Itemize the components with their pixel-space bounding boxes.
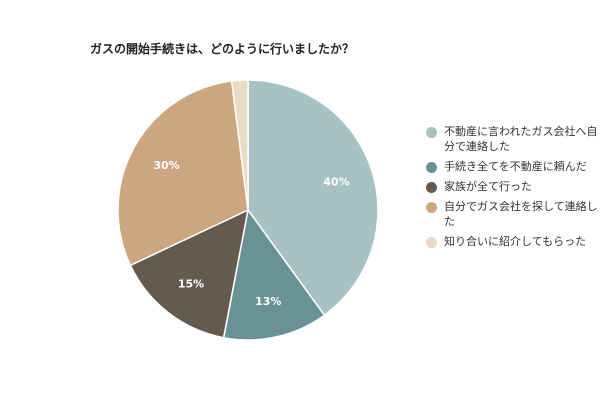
slice-data-label: 30%	[153, 159, 179, 172]
legend-label: 知り合いに紹介してもらった	[444, 235, 587, 248]
legend-item[interactable]: 不動産に言われたガス会社へ自分で連絡した	[426, 124, 600, 154]
legend-label: 家族が全て行った	[444, 180, 532, 193]
pie-slice[interactable]	[247, 79, 379, 317]
legend-swatch	[426, 237, 437, 248]
legend-label: 自分でガス会社を探して連絡した	[444, 200, 598, 228]
legend-swatch	[426, 202, 437, 213]
legend-item[interactable]: 自分でガス会社を探して連絡した	[426, 199, 600, 229]
legend-swatch	[426, 127, 437, 138]
pie-slice[interactable]	[117, 80, 249, 267]
pie-slice[interactable]	[230, 79, 249, 211]
legend: 不動産に言われたガス会社へ自分で連絡した 手続き全てを不動産に頼んだ 家族が全て…	[426, 124, 600, 254]
legend-swatch	[426, 182, 437, 193]
legend-item[interactable]: 家族が全て行った	[426, 179, 600, 194]
legend-label: 手続き全てを不動産に頼んだ	[444, 160, 587, 173]
chart-title: ガスの開始手続きは、どのように行いましたか？	[90, 42, 355, 56]
legend-label: 不動産に言われたガス会社へ自分で連絡した	[444, 125, 598, 153]
legend-item[interactable]: 知り合いに紹介してもらった	[426, 234, 600, 249]
slice-data-label: 15%	[178, 277, 204, 290]
pie-slice[interactable]	[222, 208, 326, 341]
slice-data-label: 40%	[323, 175, 349, 188]
legend-item[interactable]: 手続き全てを不動産に頼んだ	[426, 159, 600, 174]
pie-slice[interactable]	[129, 208, 250, 339]
slice-data-label: 13%	[255, 295, 281, 308]
legend-swatch	[426, 162, 437, 173]
